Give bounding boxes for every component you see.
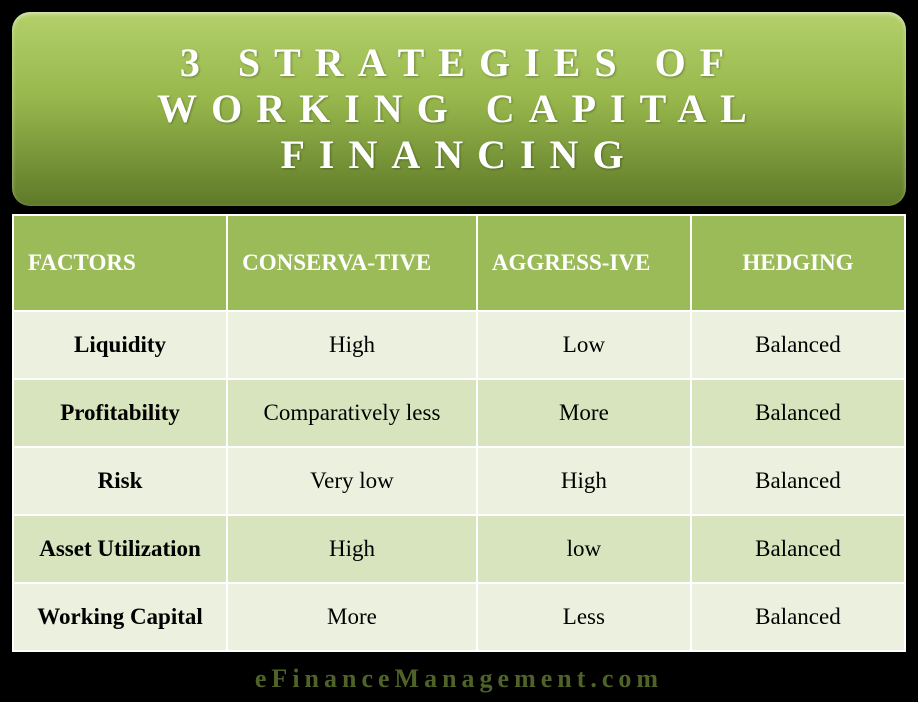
table-row: Asset Utilization High low Balanced: [13, 515, 905, 583]
cell-value: Less: [477, 583, 691, 651]
cell-factor: Asset Utilization: [13, 515, 227, 583]
col-aggressive: AGGRESS-IVE: [477, 215, 691, 311]
cell-value: High: [227, 311, 477, 379]
col-conservative: CONSERVA-TIVE: [227, 215, 477, 311]
cell-factor: Profitability: [13, 379, 227, 447]
table-wrap: FACTORS CONSERVA-TIVE AGGRESS-IVE HEDGIN…: [12, 214, 906, 652]
infographic-container: 3 STRATEGIES OF WORKING CAPITAL FINANCIN…: [12, 12, 906, 690]
footer-attribution: eFinanceManagement.com: [12, 652, 906, 698]
cell-value: High: [227, 515, 477, 583]
cell-value: Low: [477, 311, 691, 379]
cell-value: Balanced: [691, 447, 905, 515]
col-hedging: HEDGING: [691, 215, 905, 311]
table-row: Profitability Comparatively less More Ba…: [13, 379, 905, 447]
cell-value: Very low: [227, 447, 477, 515]
table-row: Liquidity High Low Balanced: [13, 311, 905, 379]
cell-factor: Liquidity: [13, 311, 227, 379]
cell-value: Balanced: [691, 583, 905, 651]
cell-value: Balanced: [691, 311, 905, 379]
table-row: Risk Very low High Balanced: [13, 447, 905, 515]
cell-value: Comparatively less: [227, 379, 477, 447]
cell-value: High: [477, 447, 691, 515]
cell-value: More: [477, 379, 691, 447]
cell-value: low: [477, 515, 691, 583]
strategies-table: FACTORS CONSERVA-TIVE AGGRESS-IVE HEDGIN…: [12, 214, 906, 652]
cell-factor: Working Capital: [13, 583, 227, 651]
table-row: Working Capital More Less Balanced: [13, 583, 905, 651]
cell-value: Balanced: [691, 379, 905, 447]
col-factors: FACTORS: [13, 215, 227, 311]
table-header-row: FACTORS CONSERVA-TIVE AGGRESS-IVE HEDGIN…: [13, 215, 905, 311]
cell-factor: Risk: [13, 447, 227, 515]
cell-value: More: [227, 583, 477, 651]
cell-value: Balanced: [691, 515, 905, 583]
page-title: 3 STRATEGIES OF WORKING CAPITAL FINANCIN…: [36, 40, 882, 178]
title-banner: 3 STRATEGIES OF WORKING CAPITAL FINANCIN…: [12, 12, 906, 206]
